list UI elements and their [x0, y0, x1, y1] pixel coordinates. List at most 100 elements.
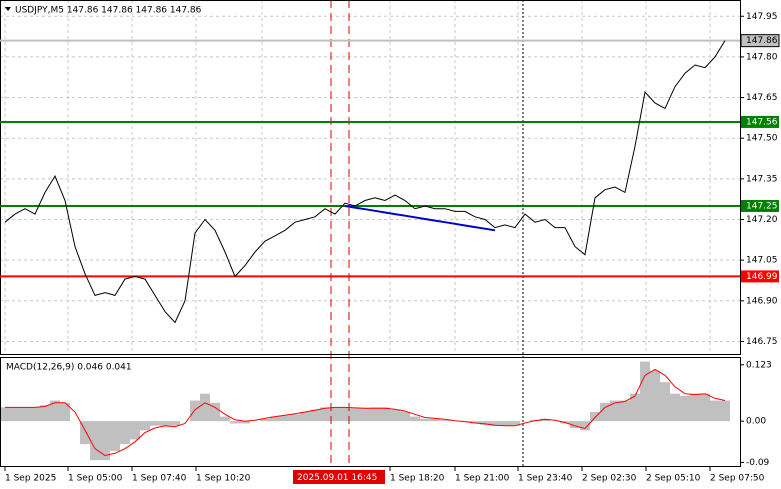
histogram-bar — [130, 421, 140, 440]
y-tick-label: 147.35 — [746, 174, 778, 184]
histogram-bar — [430, 418, 440, 422]
y-tick-label: 147.50 — [746, 134, 778, 144]
histogram-bar — [190, 400, 200, 422]
histogram-bar — [370, 407, 380, 422]
y-tick-label: 147.65 — [746, 93, 778, 103]
x-tick-label: 1 Sep 23:40 — [518, 474, 573, 484]
histogram-bar — [490, 421, 500, 426]
histogram-bar — [590, 412, 600, 422]
histogram-bar — [640, 361, 650, 422]
y-tick-label: 147.20 — [746, 215, 778, 225]
histogram-bar — [680, 395, 690, 422]
histogram-bar — [350, 408, 360, 422]
x-tick-label: 1 Sep 10:20 — [196, 474, 251, 484]
x-tick-label: 1 Sep 05:00 — [68, 474, 123, 484]
y-tick-label: 146.75 — [746, 337, 778, 347]
histogram-bar — [700, 393, 710, 422]
x-tick-label: 1 Sep 18:20 — [390, 474, 445, 484]
x-tick-label: 1 Sep 2025 — [5, 474, 56, 484]
histogram-bar — [80, 421, 90, 445]
histogram-bar — [0, 407, 10, 422]
histogram-bar — [10, 407, 20, 422]
histogram-bar — [20, 407, 30, 422]
series-line — [344, 205, 496, 232]
histogram-bar — [630, 393, 640, 422]
histogram-bar — [650, 370, 660, 422]
histogram-bar — [320, 407, 330, 422]
histogram-bar — [510, 421, 520, 426]
histogram-bar — [210, 402, 220, 422]
macd-title: MACD(12,26,9) 0.046 0.041 — [6, 363, 132, 373]
series-line — [4, 40, 726, 324]
x-tick-label: 2 Sep 02:30 — [582, 474, 637, 484]
histogram-bar — [340, 407, 350, 422]
histogram-bar — [620, 400, 630, 422]
histogram-bar — [660, 382, 670, 422]
histogram-bar — [670, 393, 680, 422]
x-tick-label: 2 Sep 07:50 — [710, 474, 765, 484]
x-tick-label: 2 Sep 05:10 — [646, 474, 701, 484]
histogram-bar — [600, 402, 610, 422]
histogram-bar — [440, 419, 450, 422]
histogram-bar — [100, 421, 110, 461]
x-tick-label: 1 Sep 21:00 — [455, 474, 510, 484]
histogram-bar — [570, 421, 580, 429]
histogram-bar — [480, 421, 490, 425]
histogram-bar — [410, 416, 420, 422]
histogram-bar — [110, 421, 120, 451]
level-label: 147.56 — [746, 117, 778, 127]
y-tick-label: 147.95 — [746, 12, 778, 22]
level-label-bg — [740, 34, 780, 48]
menu-triangle — [5, 7, 11, 11]
histogram-bar — [330, 407, 340, 422]
y-tick-label: 147.80 — [746, 52, 778, 62]
histogram-bar — [690, 393, 700, 422]
histogram-bar — [390, 409, 400, 422]
histogram-bar — [230, 421, 240, 424]
histogram-bar — [60, 402, 70, 422]
histogram-bar — [90, 421, 100, 461]
y-tick-label: -0.09 — [746, 458, 770, 468]
cursor-label: 2025.09.01 16:45 — [297, 473, 377, 483]
histogram-bar — [270, 416, 280, 422]
macd-panel-frame — [0, 357, 741, 467]
histogram-bar — [470, 421, 480, 424]
histogram-bar — [260, 418, 270, 422]
level-label: 147.25 — [746, 201, 778, 211]
price-panel-frame — [0, 0, 741, 355]
histogram-bar — [40, 405, 50, 422]
y-tick-label: 147.05 — [746, 256, 778, 266]
histogram-bar — [240, 421, 250, 424]
level-label-bg — [741, 270, 779, 283]
y-tick-label: 146.90 — [746, 296, 778, 306]
histogram-bar — [220, 416, 230, 422]
histogram-bar — [580, 421, 590, 431]
histogram-bar — [720, 400, 730, 422]
histogram-bar — [400, 412, 410, 422]
histogram-bar — [280, 415, 290, 422]
histogram-bar — [380, 407, 390, 422]
histogram-bar — [150, 421, 160, 426]
histogram-bar — [540, 418, 550, 422]
level-label-bg — [741, 115, 779, 128]
histogram-bar — [310, 409, 320, 422]
histogram-bar — [160, 421, 170, 426]
y-tick-label: 0.00 — [746, 417, 766, 427]
level-label: 146.99 — [746, 272, 778, 282]
histogram-bar — [610, 400, 620, 422]
cursor-label-bg — [293, 470, 385, 484]
histogram-bar — [120, 421, 130, 445]
histogram-bar — [500, 421, 510, 426]
histogram-bar — [300, 412, 310, 422]
series-line — [5, 368, 726, 457]
histogram-bar — [710, 400, 720, 422]
histogram-bar — [140, 421, 150, 431]
histogram-bar — [30, 407, 40, 422]
histogram-bar — [50, 400, 60, 422]
y-tick-label: 0.123 — [746, 360, 772, 370]
histogram-bar — [170, 421, 180, 426]
histogram-bar — [360, 408, 370, 422]
x-tick-label: 1 Sep 07:40 — [132, 474, 187, 484]
histogram-bar — [420, 418, 430, 422]
